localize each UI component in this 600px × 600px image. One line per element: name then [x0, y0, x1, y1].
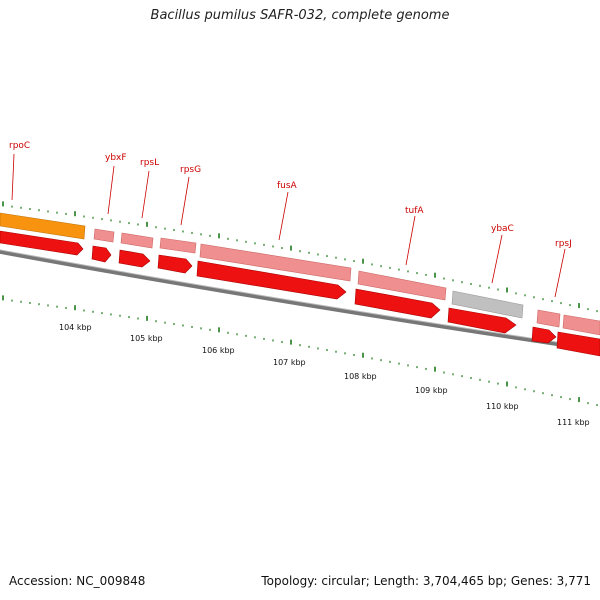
- gene-rpsJ-upper[interactable]: [536, 309, 561, 328]
- scale-label: 105 kbp: [130, 334, 163, 343]
- scale-label: 109 kbp: [415, 386, 448, 395]
- leader-rpsG: [180, 176, 190, 226]
- scale-label: 104 kbp: [59, 323, 92, 332]
- leader-ybxF: [107, 165, 115, 215]
- gene-label: tufA: [405, 206, 424, 216]
- gene-label: rpsJ: [555, 239, 572, 249]
- scale-label: 107 kbp: [273, 358, 306, 367]
- genome-backbone-highlight: [0, 249, 600, 350]
- scale-label: 108 kbp: [344, 372, 377, 381]
- gene-next-lower[interactable]: [556, 331, 600, 357]
- leader-tufA: [405, 215, 416, 266]
- leader-fusA: [278, 191, 289, 241]
- gene-label: ybxF: [105, 153, 127, 163]
- genome-summary-text: Topology: circular; Length: 3,704,465 bp…: [261, 574, 591, 588]
- gene-ybaC-upper[interactable]: [451, 290, 524, 319]
- gene-rpoC-lower[interactable]: [0, 230, 84, 256]
- map-title: Bacillus pumilus SAFR-032, complete geno…: [150, 8, 450, 23]
- gene-fusA-lower[interactable]: [196, 260, 347, 300]
- gene-rpsG-upper[interactable]: [159, 237, 197, 254]
- scale-label: 111 kbp: [557, 418, 590, 427]
- gene-rpsL-upper[interactable]: [120, 232, 154, 249]
- gene-next-upper[interactable]: [562, 314, 600, 336]
- gene-tufA-upper[interactable]: [357, 270, 447, 301]
- gene-label: ybaC: [491, 224, 514, 234]
- gene-ybaC-lower[interactable]: [447, 307, 517, 334]
- scale-label: 106 kbp: [202, 346, 235, 355]
- gene-rpsG-lower[interactable]: [157, 254, 193, 274]
- gene-label: rpsG: [180, 165, 201, 175]
- leader-rpsJ: [554, 248, 566, 298]
- gene-label: rpsL: [140, 158, 159, 168]
- gene-fusA-upper[interactable]: [199, 243, 352, 282]
- gene-ybxF-lower[interactable]: [91, 245, 112, 263]
- gene-label: rpoC: [9, 141, 30, 151]
- leader-rpoC: [11, 153, 15, 201]
- gene-rpoC-upper[interactable]: [0, 212, 86, 240]
- leader-ybaC: [491, 234, 503, 284]
- gene-rpsL-lower[interactable]: [118, 249, 151, 268]
- leader-rpsL: [141, 170, 150, 219]
- scale-label: 110 kbp: [486, 402, 519, 411]
- gene-label: fusA: [277, 181, 298, 191]
- gene-ybxF-upper[interactable]: [93, 228, 115, 243]
- genome-backbone: [0, 249, 600, 353]
- accession-text: Accession: NC_009848: [9, 574, 146, 588]
- gene-rpsJ-lower[interactable]: [531, 326, 557, 344]
- tick-marks-top: [2, 201, 598, 313]
- gene-tufA-lower[interactable]: [354, 288, 441, 319]
- tick-marks-bottom: [2, 295, 598, 407]
